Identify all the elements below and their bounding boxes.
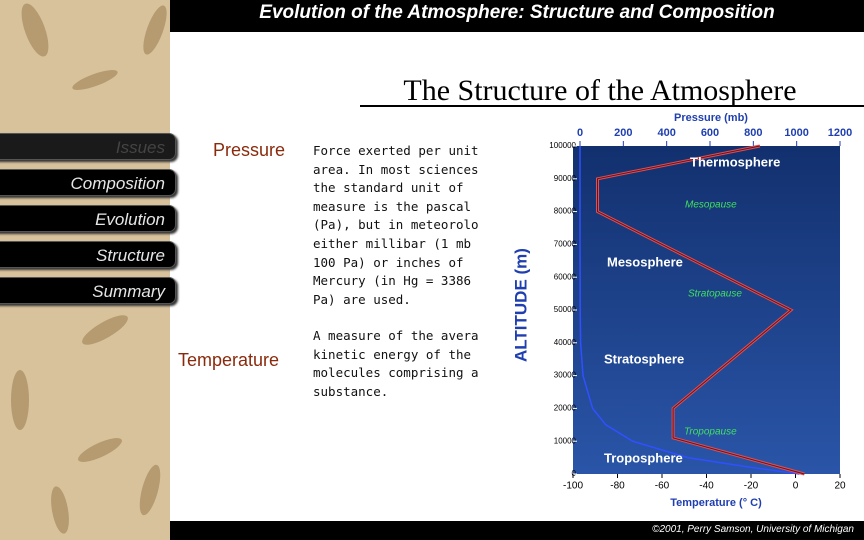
decorative-strip — [0, 0, 170, 540]
nav-button[interactable]: Summary — [0, 277, 176, 304]
definition-line: 100 Pa) or inches of — [313, 254, 464, 270]
term: Pressure — [213, 140, 286, 160]
altitude-tick-label: 50000 — [554, 305, 577, 314]
definition-line: the standard unit of — [313, 180, 464, 196]
temperature-tick-label: -80 — [610, 481, 625, 492]
definition-line: area. In most sciences — [313, 161, 479, 177]
nav-button[interactable]: Structure — [0, 241, 176, 268]
definition-line: molecules comprising a — [313, 365, 479, 381]
temperature-tick-label: -60 — [655, 481, 670, 492]
temperature-curve-core — [597, 145, 805, 475]
layer-label: Thermosphere — [690, 154, 780, 169]
altitude-tick-label: 60000 — [554, 272, 577, 281]
definition: A measure of the average kinetic energy o… — [313, 327, 479, 401]
definition-line: either millibar (1 mb = — [313, 235, 479, 251]
title-rule — [360, 105, 864, 107]
layer-label: Troposphere — [604, 450, 683, 465]
axis-label: ALTITUDE (m) — [511, 248, 530, 362]
fossil-pattern — [11, 3, 167, 534]
boundary-label: Stratopause — [688, 289, 742, 300]
definition-line: Mercury (in Hg = 3386 — [313, 273, 472, 289]
altitude-tick-label: 20000 — [554, 404, 577, 413]
axis-label: Pressure (mb) — [674, 112, 748, 124]
plot-area — [573, 146, 840, 474]
layer-label: Stratosphere — [604, 351, 684, 366]
slide-title: The Structure of the Atmosphere — [403, 74, 797, 107]
altitude-tick-label: 10000 — [554, 436, 577, 445]
temperature-tick-label: -40 — [699, 481, 714, 492]
pressure-tick-label: 1200 — [828, 127, 852, 139]
nav-button[interactable]: Composition — [0, 169, 176, 196]
definition-line: (Pa), but in meteorology — [313, 217, 479, 233]
footer-bar: ©2001, Perry Samson, University of Michi… — [170, 521, 864, 540]
temperature-tick-label: 20 — [834, 481, 846, 492]
pressure-curve — [579, 146, 800, 475]
altitude-tick-label: 40000 — [554, 338, 577, 347]
definition-line: A measure of the average — [313, 328, 479, 343]
definition-line: Force exerted per unit — [313, 143, 479, 158]
header-title: Evolution of the Atmosphere: Structure a… — [259, 2, 775, 23]
credit: ©2001, Perry Samson, University of Michi… — [652, 524, 854, 535]
nav-button[interactable]: Evolution — [0, 205, 176, 232]
pressure-tick-label: 800 — [744, 127, 762, 139]
altitude-tick-label: 30000 — [554, 371, 577, 380]
layer-label: Mesosphere — [607, 254, 683, 269]
definition-line: substance. — [313, 383, 389, 399]
axis-label: Temperature (° C) — [670, 497, 762, 509]
definition: Force exerted per unit area. In most scie… — [313, 142, 479, 309]
altitude-tick-label: 70000 — [554, 240, 577, 249]
header-bar: Evolution of the Atmosphere: Structure a… — [170, 0, 864, 32]
nav-button[interactable]: Issues — [0, 133, 176, 160]
boundary-label: Tropopause — [684, 427, 737, 438]
temperature-tick-label: 0 — [793, 481, 799, 492]
definition-line: measure is the pascal — [313, 198, 472, 214]
pressure-tick-label: 600 — [701, 127, 719, 139]
temperature-tick-label: -100 — [563, 481, 583, 492]
term: Temperature — [178, 350, 280, 370]
altitude-tick-label: 90000 — [554, 174, 577, 183]
definition-line: kinetic energy of the — [313, 346, 472, 362]
definition-line: Pa) are used. — [313, 291, 411, 307]
altitude-tick-label: 100000 — [549, 141, 576, 150]
pressure-tick-label: 400 — [657, 127, 675, 139]
boundary-label: Mesopause — [685, 200, 737, 211]
altitude-tick-label: 80000 — [554, 207, 577, 216]
pressure-tick-label: 1000 — [784, 127, 808, 139]
pressure-tick-label: 200 — [614, 127, 632, 139]
pressure-tick-label: 0 — [577, 127, 583, 139]
temperature-tick-label: -20 — [744, 481, 759, 492]
